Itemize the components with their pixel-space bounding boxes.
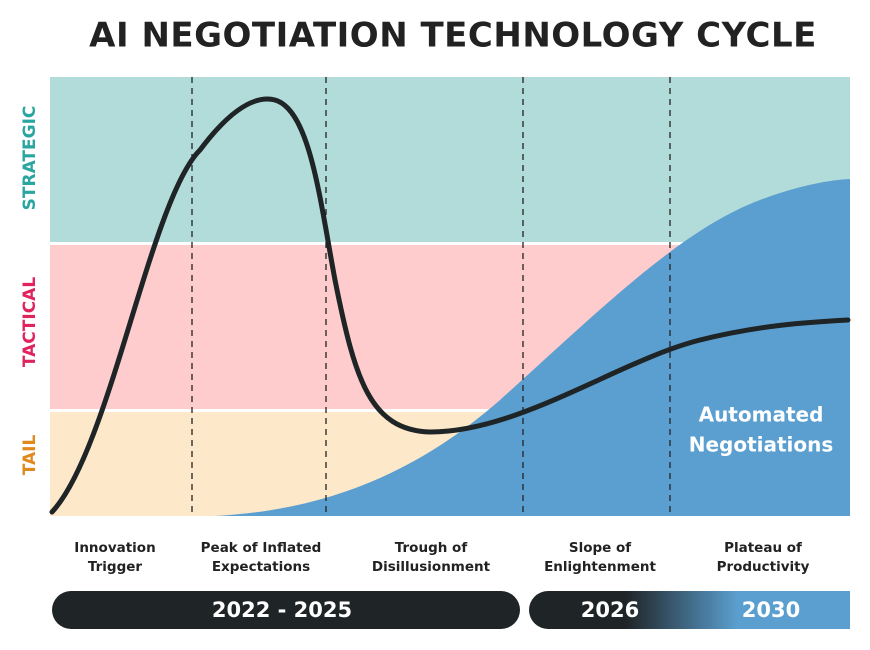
phase-label: Innovation bbox=[74, 540, 155, 556]
phase-label: Enlightenment bbox=[544, 559, 656, 575]
timeline-label: 2026 bbox=[581, 598, 639, 622]
phase-labels: Innovation Trigger Peak of Inflated Expe… bbox=[74, 540, 809, 575]
timeline-bar bbox=[529, 591, 850, 629]
band-label: TAIL bbox=[20, 435, 40, 476]
phase-label: Disillusionment bbox=[372, 559, 491, 575]
timeline-label: 2022 - 2025 bbox=[212, 598, 352, 622]
phase-label: Trigger bbox=[88, 559, 142, 575]
phase-label: Expectations bbox=[212, 559, 310, 575]
hype-curve bbox=[49, 96, 851, 515]
strategic-band bbox=[50, 77, 850, 242]
automation-area bbox=[215, 179, 850, 516]
phase-label: Trough of bbox=[395, 540, 468, 556]
area-label: Negotiations bbox=[689, 433, 834, 457]
band-label: STRATEGIC bbox=[20, 106, 40, 211]
phase-label: Productivity bbox=[717, 559, 810, 575]
band-label: TACTICAL bbox=[20, 277, 40, 367]
phase-label: Slope of bbox=[569, 540, 631, 556]
title: AI NEGOTIATION TECHNOLOGY CYCLE bbox=[89, 16, 817, 56]
phase-dividers bbox=[191, 77, 671, 516]
timeline-label: 2030 bbox=[742, 598, 800, 622]
area-label: Automated bbox=[699, 403, 824, 427]
phase-label: Peak of Inflated bbox=[201, 540, 322, 556]
phase-label: Plateau of bbox=[724, 540, 802, 556]
timeline-bar bbox=[52, 591, 520, 629]
